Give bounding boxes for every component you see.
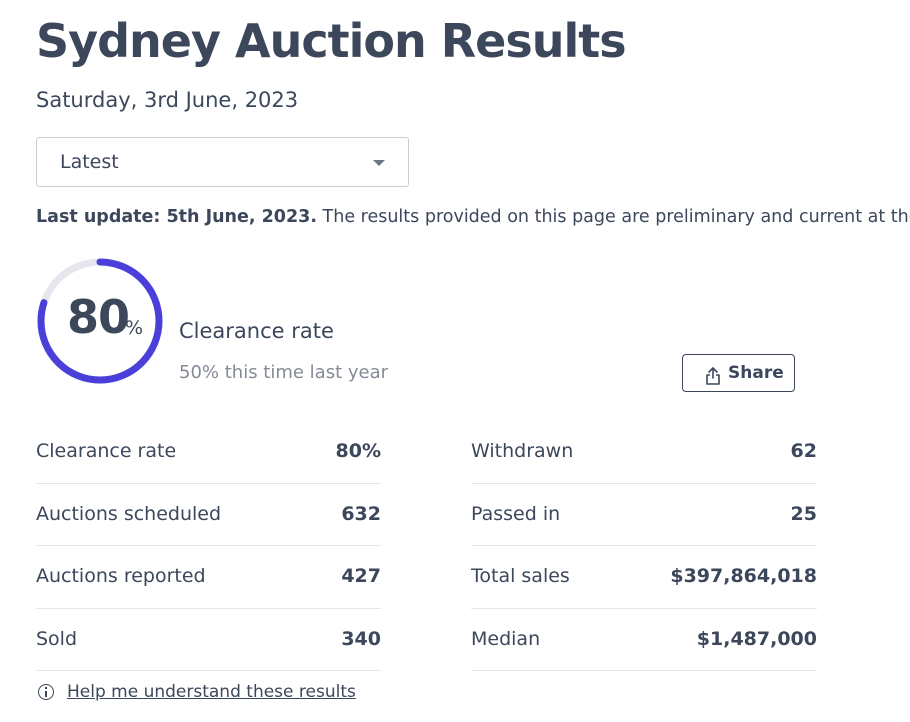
page-title: Sydney Auction Results xyxy=(36,14,627,68)
share-icon xyxy=(706,367,720,385)
stat-row: Median $1,487,000 xyxy=(471,609,817,671)
update-notice-label: Last update: 5th June, 2023. xyxy=(36,207,317,227)
help-link-label: Help me understand these results xyxy=(67,682,356,702)
share-button[interactable]: Share xyxy=(682,354,795,392)
stat-label: Total sales xyxy=(471,565,570,587)
stat-value: 25 xyxy=(790,502,817,525)
period-select[interactable]: Latest xyxy=(36,137,409,187)
stat-value: $397,864,018 xyxy=(670,565,817,587)
stat-row: Withdrawn 62 xyxy=(471,421,817,484)
auction-date: Saturday, 3rd June, 2023 xyxy=(36,88,299,112)
stat-row: Total sales $397,864,018 xyxy=(471,546,817,609)
update-notice: Last update: 5th June, 2023. The results… xyxy=(36,207,910,227)
share-label: Share xyxy=(728,363,784,383)
clearance-rate-label: Clearance rate xyxy=(179,319,334,343)
stats-table-left: Clearance rate 80% Auctions scheduled 63… xyxy=(36,421,381,671)
stat-label: Sold xyxy=(36,627,78,650)
gauge-progress xyxy=(37,258,163,384)
stat-value: 62 xyxy=(790,440,817,462)
chevron-down-icon xyxy=(373,160,385,166)
period-select-value: Latest xyxy=(60,151,119,173)
clearance-rate-comparison: 50% this time last year xyxy=(179,362,389,383)
clearance-rate-unit: % xyxy=(125,317,144,339)
stat-value: 340 xyxy=(341,627,381,650)
stat-label: Clearance rate xyxy=(36,440,177,462)
stat-row: Auctions reported 427 xyxy=(36,546,381,609)
clearance-gauge xyxy=(37,258,163,384)
stat-value: $1,487,000 xyxy=(696,627,817,650)
clearance-rate-value: 80 xyxy=(67,290,130,344)
stat-label: Auctions scheduled xyxy=(36,502,222,525)
stat-value: 80% xyxy=(335,440,381,462)
update-notice-text: The results provided on this page are pr… xyxy=(316,207,910,227)
stats-table-right: Withdrawn 62 Passed in 25 Total sales $3… xyxy=(471,421,817,671)
info-icon xyxy=(38,684,54,700)
stat-row: Passed in 25 xyxy=(471,484,817,546)
stat-row: Clearance rate 80% xyxy=(36,421,381,484)
stat-row: Sold 340 xyxy=(36,609,381,671)
stat-value: 632 xyxy=(341,502,381,525)
stat-label: Median xyxy=(471,627,541,650)
stat-label: Passed in xyxy=(471,502,561,525)
stat-value: 427 xyxy=(341,565,381,587)
stat-label: Auctions reported xyxy=(36,565,206,587)
stat-row: Auctions scheduled 632 xyxy=(36,484,381,546)
stat-label: Withdrawn xyxy=(471,440,574,462)
